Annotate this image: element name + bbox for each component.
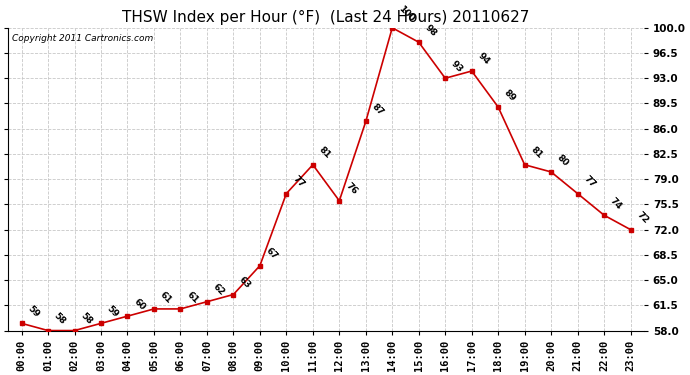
Text: 61: 61 [158,290,173,305]
Text: 67: 67 [264,246,279,261]
Title: THSW Index per Hour (°F)  (Last 24 Hours) 20110627: THSW Index per Hour (°F) (Last 24 Hours)… [122,10,530,25]
Text: 63: 63 [237,275,253,290]
Text: 98: 98 [423,23,438,38]
Text: 58: 58 [52,311,68,326]
Text: 59: 59 [26,304,41,319]
Text: 89: 89 [502,88,518,103]
Text: 100: 100 [397,4,416,24]
Text: 77: 77 [290,174,306,189]
Text: 74: 74 [609,196,624,211]
Text: 76: 76 [344,182,359,196]
Text: 94: 94 [476,51,491,67]
Text: 93: 93 [449,59,464,74]
Text: 77: 77 [582,174,597,189]
Text: 58: 58 [79,311,94,326]
Text: 72: 72 [635,210,650,225]
Text: Copyright 2011 Cartronics.com: Copyright 2011 Cartronics.com [12,34,152,43]
Text: 59: 59 [105,304,121,319]
Text: 81: 81 [317,146,332,160]
Text: 87: 87 [370,102,385,117]
Text: 80: 80 [555,153,571,168]
Text: 61: 61 [185,290,200,305]
Text: 60: 60 [132,297,147,312]
Text: 62: 62 [211,282,226,297]
Text: 81: 81 [529,146,544,160]
